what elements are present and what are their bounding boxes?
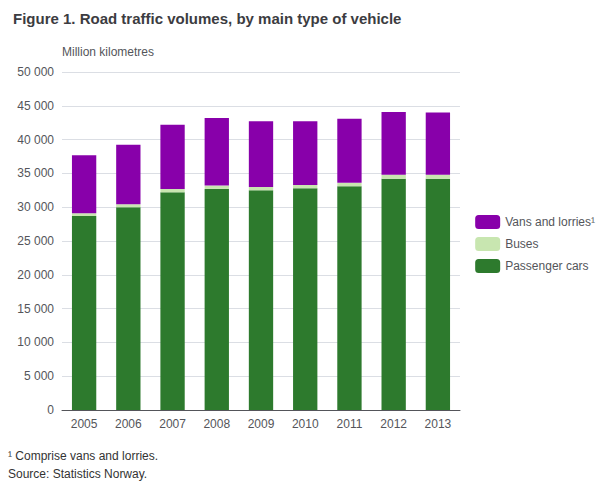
svg-text:2007: 2007	[159, 417, 186, 431]
svg-text:2009: 2009	[248, 417, 275, 431]
svg-text:2012: 2012	[380, 417, 407, 431]
svg-text:¹ Comprise vans and lorries.: ¹ Comprise vans and lorries.	[8, 449, 158, 463]
svg-text:25 000: 25 000	[17, 234, 54, 248]
svg-text:2013: 2013	[425, 417, 452, 431]
svg-text:40 000: 40 000	[17, 133, 54, 147]
svg-text:Buses: Buses	[505, 237, 538, 251]
svg-text:15 000: 15 000	[17, 302, 54, 316]
svg-text:Source: Statistics Norway.: Source: Statistics Norway.	[8, 467, 147, 481]
svg-text:30 000: 30 000	[17, 200, 54, 214]
svg-text:2005: 2005	[71, 417, 98, 431]
svg-text:Figure 1. Road traffic volumes: Figure 1. Road traffic volumes, by main …	[13, 10, 401, 27]
svg-text:20 000: 20 000	[17, 268, 54, 282]
svg-text:Million kilometres: Million kilometres	[62, 45, 154, 59]
svg-text:10 000: 10 000	[17, 335, 54, 349]
svg-text:0: 0	[47, 403, 54, 417]
svg-text:Vans and lorries¹: Vans and lorries¹	[505, 215, 595, 229]
svg-text:2010: 2010	[292, 417, 319, 431]
svg-text:45 000: 45 000	[17, 99, 54, 113]
svg-text:5 000: 5 000	[24, 369, 54, 383]
svg-text:Passenger cars: Passenger cars	[505, 259, 588, 273]
svg-text:35 000: 35 000	[17, 166, 54, 180]
svg-text:2006: 2006	[115, 417, 142, 431]
svg-text:50 000: 50 000	[17, 65, 54, 79]
svg-text:2008: 2008	[203, 417, 230, 431]
svg-text:2011: 2011	[337, 417, 363, 431]
